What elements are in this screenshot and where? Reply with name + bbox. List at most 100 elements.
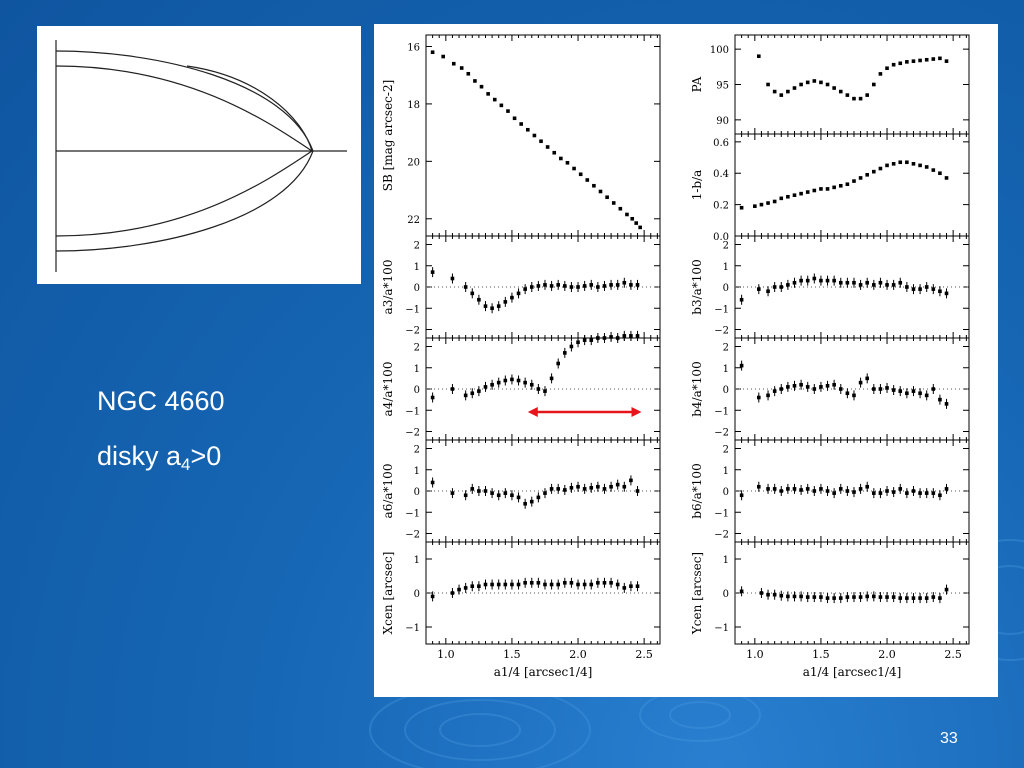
data-point [450, 591, 455, 595]
data-point [430, 50, 435, 55]
isophote-drawing [55, 40, 347, 272]
data-point [905, 391, 909, 396]
y-axis-label: a4/a*100 [381, 362, 395, 417]
data-point [602, 336, 607, 340]
panel-frame [425, 34, 661, 237]
data-point [786, 594, 790, 599]
data-point [503, 300, 508, 304]
data-point [805, 80, 810, 85]
data-point [786, 194, 790, 199]
data-point [559, 156, 563, 161]
data-point [858, 283, 863, 287]
y-tick-label: 2 [414, 343, 420, 354]
data-point [552, 150, 557, 155]
data-point [516, 582, 521, 587]
data-point [918, 163, 922, 168]
data-point [905, 491, 909, 495]
data-point [852, 490, 856, 494]
data-point [598, 189, 603, 194]
y-tick-label: −2 [405, 530, 420, 541]
data-point [490, 582, 494, 587]
panel-ycen: 1 0 −1 Ycen [arcsec] [690, 541, 970, 645]
data-point [772, 592, 777, 597]
y-tick-label: −1 [405, 508, 420, 519]
data-point [911, 596, 916, 600]
data-point [739, 297, 744, 302]
data-point [450, 491, 455, 495]
y-tick-label: 0.0 [713, 232, 729, 243]
data-point [924, 57, 929, 62]
data-point [563, 488, 567, 492]
y-tick-label: −1 [714, 508, 729, 519]
data-point [592, 183, 596, 188]
data-point [812, 595, 817, 599]
data-point [625, 212, 629, 217]
data-point [430, 594, 435, 599]
data-point [911, 287, 916, 291]
data-point [596, 336, 600, 340]
y-tick-label: −2 [714, 530, 729, 541]
data-point [792, 384, 797, 388]
data-point [529, 581, 534, 585]
data-point [629, 334, 633, 338]
disky-range-arrow [527, 407, 642, 417]
data-point [622, 280, 627, 285]
data-point [602, 487, 607, 491]
data-point [529, 285, 534, 289]
data-point [556, 582, 561, 587]
data-point [931, 387, 936, 391]
x-tick-label: 2.5 [635, 648, 653, 661]
data-point [549, 582, 554, 587]
panel-b3: 2 1 0 −1 −2 b3/a*100 [690, 235, 970, 339]
data-point [523, 581, 527, 585]
data-point [938, 493, 942, 498]
data-point [885, 66, 889, 71]
disky-label-prefix: disky a [97, 441, 182, 471]
data-point [529, 382, 534, 387]
isophote-parameter-plots: 16 18 20 22 SB [mag arcsec-2] 90 95 100 PA 0.0 0.2… [374, 24, 998, 697]
data-point [635, 334, 640, 338]
data-point [812, 188, 817, 193]
data-point [772, 389, 777, 393]
data-point [872, 491, 876, 495]
data-point [812, 276, 817, 281]
panel-frame [734, 133, 970, 237]
data-point [516, 378, 521, 383]
y-axis-label: a6/a*100 [381, 464, 395, 519]
data-point [622, 586, 627, 590]
y-axis-label: b3/a*100 [690, 259, 704, 314]
data-point [799, 488, 803, 492]
data-point [832, 596, 836, 600]
data-point [805, 190, 810, 194]
data-point [543, 491, 547, 495]
data-point [885, 489, 889, 493]
panel-a4: 2 1 0 −1 −2 a4/a*100 [381, 330, 661, 441]
y-tick-label: 1 [414, 262, 420, 273]
data-point [516, 495, 521, 500]
outer-lens-isophote [186, 65, 313, 152]
data-point [739, 493, 744, 498]
data-point [938, 56, 942, 61]
data-point [779, 489, 784, 493]
y-tick-label: 1 [723, 262, 729, 273]
data-point [865, 484, 870, 489]
y-tick-label: −1 [714, 623, 729, 634]
y-tick-label: 2 [723, 343, 729, 354]
data-point [832, 86, 836, 90]
data-point [450, 387, 455, 391]
y-tick-label: 2 [723, 241, 729, 252]
y-axis-label: PA [690, 76, 704, 92]
data-point [812, 79, 817, 83]
data-point [845, 595, 850, 599]
data-point [569, 581, 574, 585]
data-point [609, 581, 613, 585]
data-point [878, 595, 883, 599]
data-point [766, 393, 770, 398]
data-point [543, 582, 547, 587]
data-point [576, 582, 580, 587]
data-point [756, 484, 761, 489]
data-point [832, 185, 836, 190]
data-point [510, 582, 514, 587]
data-point [441, 54, 445, 59]
data-point [858, 96, 863, 101]
